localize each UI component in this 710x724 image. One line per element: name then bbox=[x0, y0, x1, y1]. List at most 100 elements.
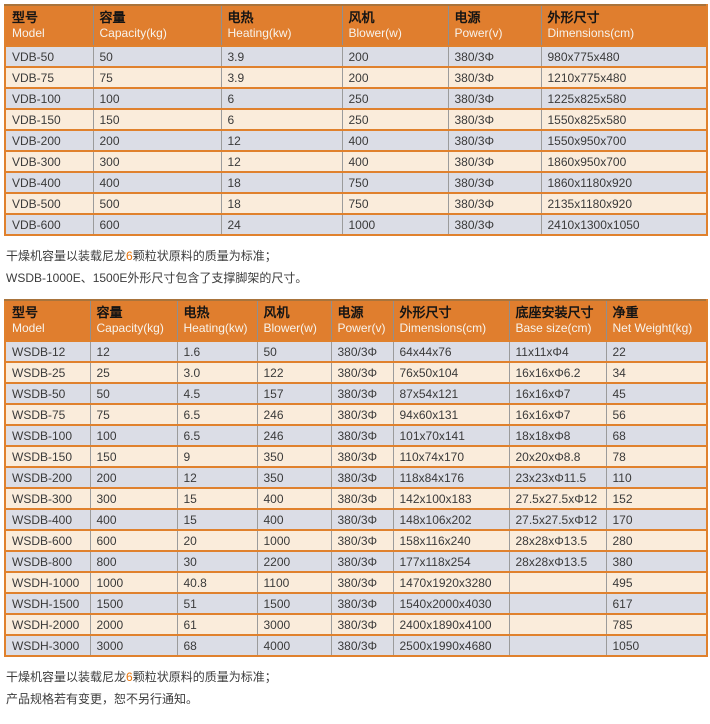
table-cell: 350 bbox=[256, 445, 331, 467]
table-cell: 380/3Φ bbox=[330, 634, 393, 656]
table-cell: 380/3Φ bbox=[330, 466, 393, 488]
table-cell: WSDH-2000 bbox=[5, 613, 90, 635]
table-row: WSDB-100 100 6.5 246 380/3Φ 101x70x141 18x18xΦ… bbox=[5, 424, 707, 446]
table-cell: 380/3Φ bbox=[447, 87, 541, 109]
table-cell: 2135x1180x920 bbox=[540, 192, 707, 214]
table-cell: WSDB-25 bbox=[5, 361, 90, 383]
table-cell: WSDB-50 bbox=[5, 382, 90, 404]
column-header: 容量 Capacity(kg) bbox=[92, 5, 221, 46]
table-cell: 1000 bbox=[256, 529, 331, 551]
table-cell: 27.5x27.5xΦ12 bbox=[508, 508, 606, 530]
table-row: WSDB-25 25 3.0 122 380/3Φ 76x50x104 16x16xΦ6.2… bbox=[5, 361, 707, 383]
table-cell: 12 bbox=[220, 129, 342, 151]
bottom-notes: 干燥机容量以装载尼龙6颗粒状原料的质量为标准； 产品规格若有变更，恕不另行通知。 bbox=[6, 666, 704, 710]
table-row: WSDB-300 300 15 400 380/3Φ 142x100x183 27.5x27… bbox=[5, 487, 707, 509]
table-cell: 30 bbox=[176, 550, 257, 572]
table-cell: 400 bbox=[256, 487, 331, 509]
table-cell: 380 bbox=[605, 550, 707, 572]
column-header-english: Model bbox=[12, 26, 45, 40]
table-cell: WSDB-12 bbox=[5, 340, 90, 362]
note-dimensions-include-stand: WSDB-1000E、1500E外形尺寸包含了支撑脚架的尺寸。 bbox=[6, 271, 308, 285]
table-cell: WSDB-400 bbox=[5, 508, 90, 530]
column-header-chinese: 电源 bbox=[454, 10, 481, 25]
column-header-chinese: 外形尺寸 bbox=[399, 305, 452, 320]
column-header-chinese: 底座安装尺寸 bbox=[515, 305, 594, 320]
table-cell: 110x74x170 bbox=[392, 445, 509, 467]
column-header-english: Heating(kw) bbox=[183, 321, 248, 335]
table-cell: 15 bbox=[176, 487, 257, 509]
table-cell: 157 bbox=[256, 382, 331, 404]
table-cell: 380/3Φ bbox=[447, 171, 541, 193]
table-cell: 3.9 bbox=[220, 45, 342, 67]
column-header: 外形尺寸 Dimensions(cm) bbox=[540, 5, 707, 46]
column-header-english: Blower(w) bbox=[263, 321, 317, 335]
table-cell: 75 bbox=[92, 66, 221, 88]
table-cell: 400 bbox=[341, 150, 448, 172]
header-row: 型号 Model 容量 Capacity(kg) 电热 Heating(kw) 风机 Blow… bbox=[5, 300, 707, 341]
table-row: VDB-600 600 24 1000 380/3Φ 2410x1300x1050 bbox=[5, 213, 707, 235]
table-row: WSDH-3000 3000 68 4000 380/3Φ 2500x1990x4680 1… bbox=[5, 634, 707, 656]
table-cell: 122 bbox=[256, 361, 331, 383]
table-cell: VDB-150 bbox=[5, 108, 93, 130]
column-header-chinese: 容量 bbox=[99, 10, 126, 25]
table-cell: 250 bbox=[341, 87, 448, 109]
table-row: VDB-50 50 3.9 200 380/3Φ 980x775x480 bbox=[5, 45, 707, 67]
table-row: WSDB-200 200 12 350 380/3Φ 118x84x176 23x23xΦ1… bbox=[5, 466, 707, 488]
column-header-english: Dimensions(cm) bbox=[547, 26, 635, 40]
table-row: VDB-400 400 18 750 380/3Φ 1860x1180x920 bbox=[5, 171, 707, 193]
table-cell: WSDH-3000 bbox=[5, 634, 90, 656]
table-cell: 15 bbox=[176, 508, 257, 530]
table-row: WSDB-12 12 1.6 50 380/3Φ 64x44x76 11x11xΦ4 22 bbox=[5, 340, 707, 362]
table-cell: 4.5 bbox=[176, 382, 257, 404]
table-cell: WSDB-100 bbox=[5, 424, 90, 446]
column-header-chinese: 型号 bbox=[12, 305, 39, 320]
table-cell: 380/3Φ bbox=[330, 550, 393, 572]
table-cell: WSDB-800 bbox=[5, 550, 90, 572]
table-cell: 28x28xΦ13.5 bbox=[508, 529, 606, 551]
table-row: VDB-75 75 3.9 200 380/3Φ 1210x775x480 bbox=[5, 66, 707, 88]
column-header: 外形尺寸 Dimensions(cm) bbox=[392, 300, 509, 341]
table-cell: 11x11xΦ4 bbox=[508, 340, 606, 362]
table-cell: 18 bbox=[220, 192, 342, 214]
column-header-chinese: 电热 bbox=[183, 305, 210, 320]
column-header: 容量 Capacity(kg) bbox=[89, 300, 177, 341]
table-cell: 100 bbox=[92, 87, 221, 109]
table-cell: 200 bbox=[92, 129, 221, 151]
table-cell: 68 bbox=[176, 634, 257, 656]
table-cell: 380/3Φ bbox=[330, 424, 393, 446]
note-capacity-standard: 干燥机容量以装载尼龙6颗粒状原料的质量为标准； bbox=[6, 245, 704, 267]
table-cell: 400 bbox=[341, 129, 448, 151]
table-cell: 2200 bbox=[256, 550, 331, 572]
table-cell: 1500 bbox=[256, 592, 331, 614]
table-cell: WSDB-150 bbox=[5, 445, 90, 467]
table-cell: 51 bbox=[176, 592, 257, 614]
table-cell: VDB-400 bbox=[5, 171, 93, 193]
table-cell: 380/3Φ bbox=[330, 508, 393, 530]
column-header-english: Blower(w) bbox=[348, 26, 402, 40]
table-cell bbox=[508, 613, 606, 635]
table-cell: 12 bbox=[89, 340, 177, 362]
note-text: 颗粒状原料的质量为标准； bbox=[132, 670, 277, 684]
table-cell: 12 bbox=[220, 150, 342, 172]
table-cell: VDB-75 bbox=[5, 66, 93, 88]
note-highlight-6: 6 bbox=[126, 670, 133, 684]
wsdb-spec-table: 型号 Model 容量 Capacity(kg) 电热 Heating(kw) 风机 Blow… bbox=[4, 299, 708, 657]
table-cell: VDB-200 bbox=[5, 129, 93, 151]
table-row: WSDB-600 600 20 1000 380/3Φ 158x116x240 28x28x… bbox=[5, 529, 707, 551]
table-cell: 380/3Φ bbox=[447, 192, 541, 214]
table-cell: 6.5 bbox=[176, 403, 257, 425]
table-cell: 400 bbox=[92, 171, 221, 193]
table-cell: 170 bbox=[605, 508, 707, 530]
table-row: WSDH-1500 1500 51 1500 380/3Φ 1540x2000x4030 6… bbox=[5, 592, 707, 614]
column-header-english: Model bbox=[12, 321, 45, 335]
note-capacity-standard: 干燥机容量以装载尼龙6颗粒状原料的质量为标准； bbox=[6, 666, 704, 688]
table-cell: WSDH-1500 bbox=[5, 592, 90, 614]
table-cell: 380/3Φ bbox=[330, 445, 393, 467]
table-cell: 50 bbox=[256, 340, 331, 362]
table-cell: VDB-600 bbox=[5, 213, 93, 235]
table-cell: WSDB-300 bbox=[5, 487, 90, 509]
table-cell: 380/3Φ bbox=[447, 129, 541, 151]
table-cell: 22 bbox=[605, 340, 707, 362]
table-cell: 3000 bbox=[256, 613, 331, 635]
table-cell: 158x116x240 bbox=[392, 529, 509, 551]
